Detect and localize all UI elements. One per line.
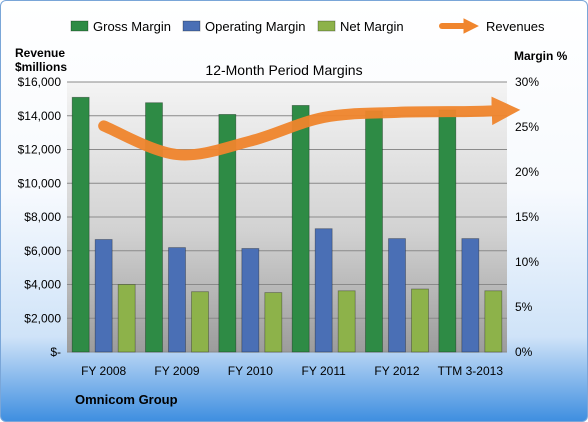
bar-net-margin-fy-2012 xyxy=(411,288,429,353)
gridlines xyxy=(67,81,507,353)
bar-net-margin-fy-2008 xyxy=(117,284,136,353)
legend-swatch-operating-margin xyxy=(182,20,201,32)
x-tick-label: FY 2008 xyxy=(81,364,126,378)
x-tick-label: FY 2010 xyxy=(228,364,273,378)
left-tick-label: $14,000 xyxy=(18,109,62,123)
bar-operating-margin-ttm-3-2013 xyxy=(461,238,480,353)
x-axis-ticks: FY 2008 FY 2009 FY 2010 FY 2011 FY 2012 TTM 3… xyxy=(81,364,503,378)
legend: Gross Margin Operating Margin Net Margin Re… xyxy=(70,18,545,34)
bar-operating-margin-fy-2008 xyxy=(94,239,113,353)
bar-gross-margin-fy-2009 xyxy=(145,102,163,353)
left-tick-label: $- xyxy=(50,345,61,359)
legend-swatch-net-margin xyxy=(317,20,336,32)
bar-gross-margin-ttm-3-2013 xyxy=(438,109,457,353)
left-axis-label-line2: $millions xyxy=(15,60,67,74)
bar-gross-margin-fy-2012 xyxy=(365,110,383,353)
left-tick-label: $10,000 xyxy=(18,176,62,190)
x-tick-label: FY 2011 xyxy=(302,364,347,378)
left-tick-label: $12,000 xyxy=(18,143,62,157)
right-axis-ticks: 0% 5% 10% 15% 20% 25% 30% xyxy=(515,75,539,359)
left-axis-label-line1: Revenue xyxy=(15,46,65,60)
bar-gross-margin-fy-2008 xyxy=(71,96,90,353)
bar-gross-margin-fy-2010 xyxy=(218,114,237,353)
legend-label-operating-margin: Operating Margin xyxy=(205,19,305,34)
right-tick-label: 25% xyxy=(515,120,539,134)
bar-operating-margin-fy-2011 xyxy=(314,228,333,353)
left-tick-label: $16,000 xyxy=(18,75,62,89)
legend-label-gross-margin: Gross Margin xyxy=(93,19,171,34)
bars xyxy=(71,96,503,353)
right-tick-label: 5% xyxy=(515,300,533,314)
bar-net-margin-fy-2010 xyxy=(264,292,283,353)
right-tick-label: 0% xyxy=(515,345,533,359)
bar-net-margin-ttm-3-2013 xyxy=(484,290,503,353)
right-tick-label: 30% xyxy=(515,75,539,89)
left-tick-label: $6,000 xyxy=(24,244,61,258)
bar-net-margin-fy-2011 xyxy=(337,290,356,353)
right-tick-label: 10% xyxy=(515,255,539,269)
chart-title: 12-Month Period Margins xyxy=(205,62,362,78)
legend-label-revenues: Revenues xyxy=(486,19,545,34)
x-tick-label: TTM 3-2013 xyxy=(438,364,504,378)
bar-gross-margin-fy-2011 xyxy=(291,105,310,353)
left-axis-ticks: $- $2,000 $4,000 $6,000 $8,000 $10,000 $12,000… xyxy=(18,75,62,359)
company-name: Omnicom Group xyxy=(75,392,178,407)
left-tick-label: $2,000 xyxy=(24,311,61,325)
right-tick-label: 20% xyxy=(515,165,539,179)
legend-swatch-gross-margin xyxy=(70,20,89,32)
right-tick-label: 15% xyxy=(515,210,539,224)
x-tick-label: FY 2012 xyxy=(374,364,419,378)
left-tick-label: $4,000 xyxy=(24,278,61,292)
revenue-line xyxy=(98,96,521,161)
right-axis-label: Margin % xyxy=(514,49,568,63)
revenue-line-layer xyxy=(98,96,521,161)
bar-operating-margin-fy-2010 xyxy=(241,248,260,353)
bar-net-margin-fy-2009 xyxy=(191,291,209,353)
bar-operating-margin-fy-2009 xyxy=(168,247,186,353)
bar-operating-margin-fy-2012 xyxy=(388,238,406,353)
x-tick-label: FY 2009 xyxy=(154,364,199,378)
left-tick-label: $8,000 xyxy=(24,210,61,224)
legend-label-net-margin: Net Margin xyxy=(340,19,404,34)
